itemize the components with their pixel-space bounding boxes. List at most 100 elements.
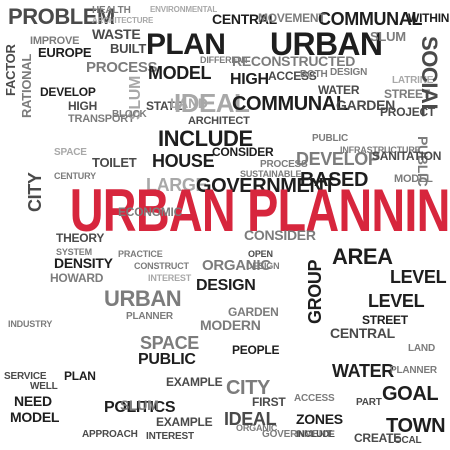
- word: MODERN: [200, 317, 261, 333]
- word: URBAN: [104, 286, 182, 311]
- word: LATRINE: [392, 75, 434, 86]
- word: POLITICS: [104, 399, 176, 416]
- word: CENTURY: [54, 171, 96, 181]
- word: ACCESS: [294, 393, 335, 404]
- word: INTEREST: [146, 431, 194, 442]
- word: INCLUDE: [296, 429, 335, 439]
- word: RATIONAL: [19, 53, 34, 118]
- word: WATER: [318, 83, 360, 97]
- word: DESIGN: [196, 277, 256, 294]
- word: INDUSTRY: [8, 319, 53, 329]
- word: ORGANIC: [236, 423, 278, 433]
- word: STREET: [362, 313, 408, 327]
- word: CONSTRUCT: [134, 261, 189, 271]
- word: HIGH: [68, 99, 98, 113]
- word: WELL: [30, 381, 58, 392]
- word: DEVELOP: [40, 85, 96, 99]
- word: IDEAL: [174, 88, 250, 118]
- word: GOVERNMENT: [196, 175, 336, 197]
- word: PLAN: [64, 369, 96, 383]
- word: SERVICE: [4, 371, 47, 382]
- word: PEOPLE: [232, 343, 280, 357]
- word: COMMUNAL: [318, 9, 423, 29]
- word: PUBLIC: [138, 351, 196, 368]
- word: WITHIN: [408, 11, 450, 25]
- word: MODEL: [148, 63, 212, 83]
- word: EXAMPLE: [166, 375, 223, 389]
- word: SLUM: [370, 29, 406, 44]
- word: PLANNER: [126, 311, 173, 322]
- word: DIFFERENT: [200, 55, 249, 65]
- word: PLAN: [146, 28, 226, 61]
- word: LAND: [408, 343, 435, 354]
- word: INFRASTRUCTURE: [340, 145, 421, 155]
- word: SPACE: [54, 147, 87, 158]
- word: CONSIDER: [244, 227, 316, 243]
- word: COMMUNAL: [232, 93, 348, 115]
- word: LARGE: [146, 175, 208, 195]
- word: INTEREST: [148, 273, 192, 283]
- word: FACTOR: [3, 44, 18, 96]
- word: GOAL: [382, 383, 439, 405]
- word: EXAMPLE: [156, 415, 213, 429]
- word: GOVERNMENT: [262, 429, 332, 440]
- word: MODEL: [394, 173, 433, 185]
- word: TOWN: [386, 415, 446, 437]
- word: OPEN: [248, 249, 273, 259]
- word: INCLUDE: [158, 126, 253, 151]
- word: MODEL: [10, 409, 60, 425]
- word: SUSTAINABLE: [240, 169, 302, 179]
- word: LOCAL: [388, 435, 422, 446]
- word: IMPROVE: [30, 35, 80, 47]
- word: ARCHITECTURE: [92, 16, 154, 25]
- word: PUBLIC: [312, 133, 349, 144]
- word: SYSTEM: [56, 247, 92, 257]
- word: FIRST: [252, 395, 286, 409]
- word: BOTH: [300, 69, 328, 80]
- word: HIGH: [230, 71, 269, 88]
- word: STREET: [384, 87, 430, 101]
- word: DENSITY: [54, 255, 113, 271]
- word: LEVEL: [390, 267, 447, 287]
- word: CENTRAL: [330, 325, 395, 341]
- word: PROCESS: [86, 59, 158, 76]
- word: PROCESS: [260, 159, 308, 170]
- word: WASTE: [92, 26, 141, 42]
- word: MOVEMENT: [258, 11, 326, 25]
- word: EUROPE: [38, 45, 92, 60]
- word: TOILET: [92, 155, 137, 170]
- word: LEVEL: [368, 291, 425, 311]
- word: BUILT: [110, 41, 147, 56]
- word: BLOCK: [112, 109, 147, 120]
- headline-urban-planning: URBAN PLANNING: [69, 177, 450, 244]
- word: SOCIAL: [417, 36, 442, 117]
- word: GROUP: [305, 259, 325, 324]
- word: CENTRAL: [212, 11, 277, 27]
- word: CREATE: [354, 431, 402, 445]
- word: HOWARD: [50, 271, 104, 285]
- word: CITY: [226, 377, 270, 399]
- word: TRANSPORT: [68, 113, 135, 125]
- word: PROBLEM: [8, 4, 115, 29]
- word: ENVIRONMENTAL: [150, 5, 218, 14]
- word: ACCESS: [268, 69, 317, 83]
- word: PROJECT: [380, 105, 435, 119]
- word: CONSIDER: [212, 145, 274, 159]
- word: HOUSE: [152, 151, 215, 171]
- word: DESIGN: [330, 67, 368, 78]
- word: PRACTICE: [118, 249, 163, 259]
- word: CITY: [25, 172, 45, 212]
- word: GARDEN: [228, 305, 279, 319]
- word: DEVELOP: [296, 149, 380, 169]
- word: STATE: [146, 99, 183, 113]
- word: IDEAL: [224, 409, 277, 429]
- word: URBAN: [270, 26, 383, 62]
- word: ECONOMIC: [118, 205, 183, 219]
- word: THEORY: [56, 231, 105, 245]
- word: APPROACH: [82, 429, 138, 440]
- word: BASED: [300, 169, 369, 191]
- word: ARCHITECT: [188, 115, 250, 127]
- word: LAND: [170, 95, 208, 111]
- word: ZONES: [296, 411, 343, 427]
